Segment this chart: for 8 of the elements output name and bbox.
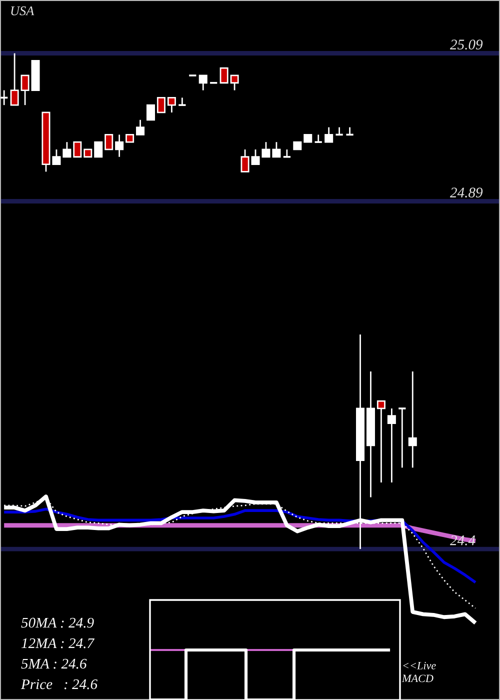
annotation: <<Live MACD (402, 662, 436, 682)
annotation: Price : 24.6 (20, 679, 98, 690)
annotation: 50MA : 24.9 (21, 618, 94, 628)
annotation: 12MA : 24.7 (22, 638, 95, 648)
y-tick-label: 25.09 (450, 40, 483, 50)
chart-title: USA (11, 6, 34, 16)
annotation: 5MA : 24.6 (21, 658, 87, 669)
y-tick-label: 24.89 (450, 188, 483, 198)
